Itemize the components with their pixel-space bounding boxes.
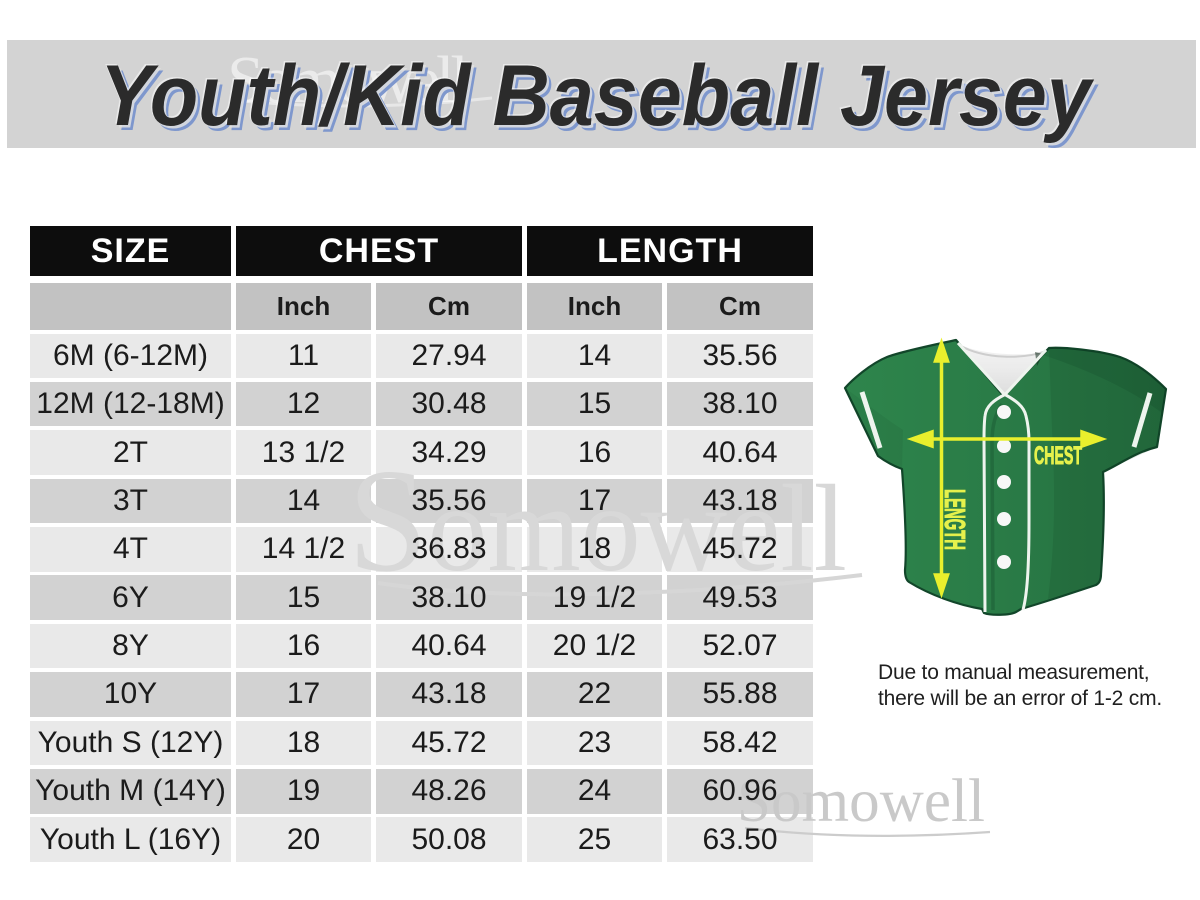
svg-text:LENGTH: LENGTH	[938, 489, 970, 550]
svg-text:CHEST: CHEST	[1034, 442, 1082, 470]
